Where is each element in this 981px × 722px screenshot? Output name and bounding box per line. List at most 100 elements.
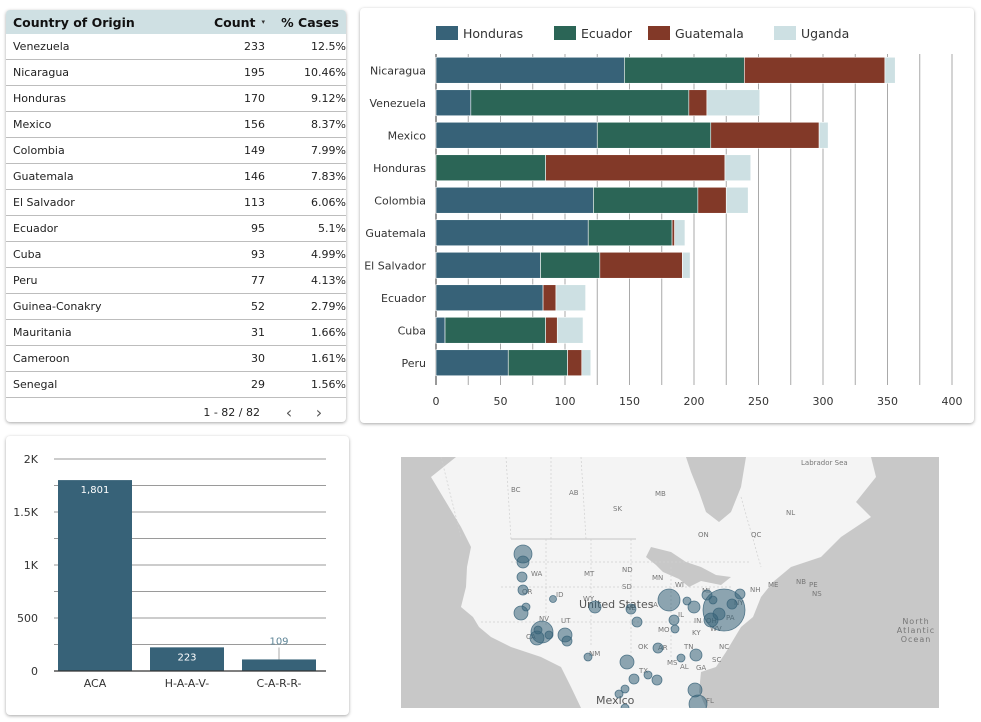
map-bubble <box>734 588 746 600</box>
map-region-label: SD <box>622 583 632 591</box>
map-bubble <box>549 595 557 603</box>
table-row[interactable]: Guinea-Conakry 52 2.79% <box>6 294 346 320</box>
map-region-label: ND <box>622 566 633 574</box>
legend-swatch-ecuador <box>554 26 576 40</box>
cell-pct: 12.5% <box>311 40 346 53</box>
cell-pct: 2.79% <box>311 300 346 313</box>
map-region-label: SC <box>712 656 722 664</box>
map-bubble <box>544 630 554 640</box>
map-bubble <box>712 607 726 621</box>
bubble-map[interactable]: BCABSKMBONQCNLNBPENSWAORIDMTWYNDSDNEMNWI… <box>401 457 939 708</box>
x-tick-label: 300 <box>813 395 834 408</box>
bar-segment-ecuador <box>435 154 546 182</box>
bar-segment-guatemala <box>697 186 727 214</box>
table-row[interactable]: Mexico 156 8.37% <box>6 112 346 138</box>
map-region-label: WY <box>583 595 595 603</box>
map-bubble <box>668 614 680 626</box>
table-row[interactable]: Cameroon 30 1.61% <box>6 346 346 372</box>
column-header-count[interactable]: Count ▾ <box>173 15 273 30</box>
cell-pct: 6.06% <box>311 196 346 209</box>
great-lakes <box>646 547 731 587</box>
bar-segment-honduras <box>435 56 625 84</box>
cell-count: 52 <box>251 300 265 313</box>
x-category-label: C-A-R-R- <box>257 677 302 690</box>
map-bubble <box>657 588 681 612</box>
table-row[interactable]: Mauritania 31 1.66% <box>6 320 346 346</box>
bar-segment-guatemala <box>542 284 557 312</box>
map-region-label: ME <box>768 581 779 589</box>
x-tick-label: 0 <box>433 395 440 408</box>
map-bubble <box>625 603 637 615</box>
bar <box>242 659 316 671</box>
bar-segment-honduras <box>435 284 544 312</box>
map-bubble <box>631 616 643 628</box>
map-region-label: NH <box>750 586 761 594</box>
map-region-label: NB <box>796 578 807 586</box>
table-row[interactable]: Senegal 29 1.56% <box>6 372 346 398</box>
next-page-button[interactable]: › <box>304 403 334 422</box>
cell-country: Cameroon <box>13 352 70 365</box>
data-label: 1,801 <box>81 485 110 496</box>
bubble-layer <box>513 544 746 708</box>
table-row[interactable]: Ecuador 95 5.1% <box>6 216 346 242</box>
bar-segment-uganda <box>818 121 829 149</box>
cell-pct: 1.66% <box>311 326 346 339</box>
cell-pct: 9.12% <box>311 92 346 105</box>
table-row[interactable]: Guatemala 146 7.83% <box>6 164 346 190</box>
map-region-label: MO <box>658 626 670 634</box>
bar <box>150 647 224 671</box>
bar-segment-uganda <box>706 89 761 117</box>
chevron-right-icon: › <box>315 402 323 422</box>
x-category-label: ACA <box>84 677 107 690</box>
bar-segment-ecuador <box>470 89 690 117</box>
map-region-label: ID <box>556 591 564 599</box>
map-bubble <box>561 635 573 647</box>
column-header-country[interactable]: Country of Origin <box>13 14 135 30</box>
table-row[interactable]: Colombia 149 7.99% <box>6 138 346 164</box>
bar-chart: 0 500 1K 1.5K 2K ACA 1,801 H-A-A-V- 223 C-A-R-R- 1… <box>6 436 349 715</box>
table-row[interactable]: Peru 77 4.13% <box>6 268 346 294</box>
cell-count: 30 <box>251 352 265 365</box>
table-row[interactable]: Honduras 170 9.12% <box>6 86 346 112</box>
map-bubble <box>628 673 640 685</box>
table-row[interactable]: Nicaragua 195 10.46% <box>6 60 346 86</box>
table-body: Venezuela 233 12.5% Nicaragua 195 10.46% Hondu… <box>6 34 346 398</box>
bar-chart-svg: 0 500 1K 1.5K 2K ACA 1,801 H-A-A-V- 223 C-A-R-R- 1… <box>13 453 326 690</box>
cell-country: Cuba <box>13 248 42 261</box>
bar-segment-honduras <box>435 349 509 377</box>
map-bubble <box>614 689 624 699</box>
category-label: Nicaragua <box>370 64 426 77</box>
bar-segment-uganda <box>724 154 752 182</box>
map-region-label: IL <box>678 611 684 619</box>
column-header-pct-cases[interactable]: % Cases <box>281 14 339 30</box>
table-row[interactable]: El Salvador 113 6.06% <box>6 190 346 216</box>
map-region-label: QC <box>751 531 762 539</box>
x-tick-label: 350 <box>877 395 898 408</box>
category-label: El Salvador <box>364 259 426 272</box>
land-north-america <box>431 457 876 708</box>
bar-segment-guatemala <box>545 316 558 344</box>
cell-count: 29 <box>251 378 265 391</box>
cell-pct: 8.37% <box>311 118 346 131</box>
bar-segment-uganda <box>725 186 749 214</box>
map-region-label: SK <box>613 505 623 513</box>
cell-count: 146 <box>244 170 265 183</box>
category-label: Cuba <box>398 324 426 337</box>
prev-page-button[interactable]: ‹ <box>274 403 304 422</box>
bar-segment-ecuador <box>596 121 712 149</box>
stacked-bar-chart: 0 50 100 150 200 250 300 350 400 Nicaragua Venezue… <box>360 8 974 423</box>
country-table: Country of Origin Count ▾ % Cases Venezu… <box>6 10 346 422</box>
bar-segment-guatemala <box>545 154 726 182</box>
bar-segment-uganda <box>674 219 686 247</box>
map-region-label: MB <box>655 490 666 498</box>
cell-pct: 4.13% <box>311 274 346 287</box>
table-row[interactable]: Cuba 93 4.99% <box>6 242 346 268</box>
table-row[interactable]: Venezuela 233 12.5% <box>6 34 346 60</box>
bar-segment-guatemala <box>599 251 683 279</box>
map-bubble <box>726 598 738 610</box>
map-bubble <box>620 703 630 708</box>
map-bubble <box>689 648 703 662</box>
bar <box>58 480 132 671</box>
bar-segment-honduras <box>435 121 598 149</box>
map-region-label: MS <box>667 659 678 667</box>
